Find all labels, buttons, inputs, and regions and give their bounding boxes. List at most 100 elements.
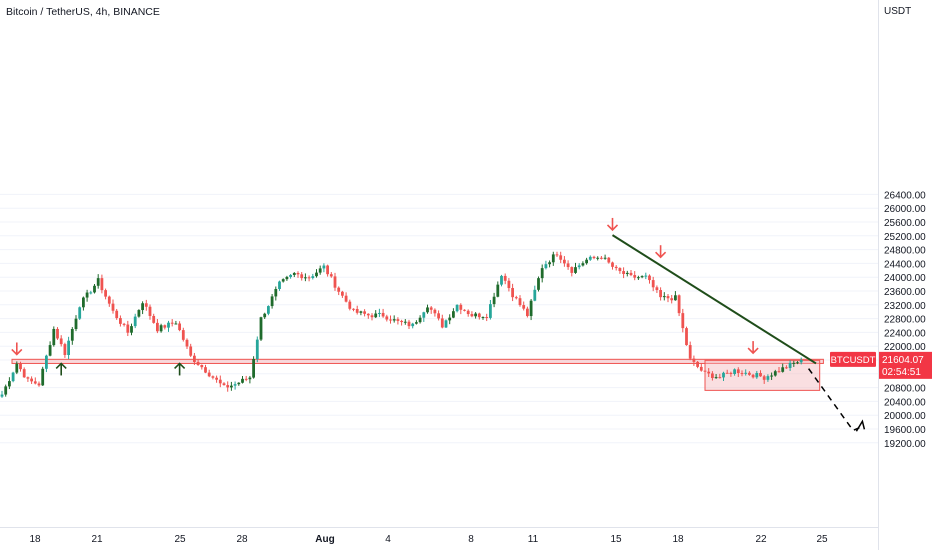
candle-body <box>755 372 759 378</box>
candle-body <box>692 358 696 362</box>
candle-body <box>104 290 107 297</box>
candle-body <box>444 320 448 328</box>
candle-body <box>307 277 311 279</box>
candle-body <box>622 271 625 274</box>
y-tick-label: 24000.00 <box>884 273 926 284</box>
candle-body <box>370 315 374 318</box>
candle-body <box>30 378 33 382</box>
candle-body <box>792 362 796 364</box>
candle-body <box>152 315 156 323</box>
candle-body <box>318 268 322 273</box>
candle-body <box>722 372 725 378</box>
candle-body <box>744 372 748 374</box>
candle-body <box>26 377 30 379</box>
candle-body <box>481 317 485 319</box>
candle-body <box>278 281 281 290</box>
candle-body <box>304 277 307 279</box>
candle-body <box>45 355 48 369</box>
candle-body <box>96 278 100 286</box>
candle-body <box>736 369 740 374</box>
candle-body <box>252 359 255 378</box>
candle-body <box>796 362 799 364</box>
candle-body <box>725 372 729 374</box>
candle-body <box>773 371 777 376</box>
candle-body <box>500 275 503 285</box>
candle-body <box>396 319 400 321</box>
candle-body <box>211 376 215 378</box>
candle-body <box>662 296 666 298</box>
candle-body <box>255 339 259 360</box>
candle-body <box>63 344 67 355</box>
candle-body <box>714 377 718 379</box>
candle-body <box>607 257 611 263</box>
candle-body <box>466 310 470 315</box>
down-arrow-marker-head <box>655 251 667 259</box>
y-tick-label: 20400.00 <box>884 397 926 408</box>
candle-body <box>577 265 581 268</box>
candle-body <box>374 313 378 318</box>
candle-body <box>100 278 104 291</box>
candle-body <box>385 316 389 320</box>
y-tick-label: 24800.00 <box>884 246 926 257</box>
candle-body <box>711 373 714 378</box>
candle-body <box>659 290 662 298</box>
chart-title: Bitcoin / TetherUS, 4h, BINANCE <box>6 6 160 18</box>
candle-body <box>15 363 19 373</box>
candle-body <box>392 319 396 321</box>
candle-body <box>559 255 563 260</box>
candle-body <box>19 363 22 370</box>
candle-body <box>496 284 500 297</box>
candle-body <box>263 313 267 318</box>
candle-body <box>674 295 677 301</box>
candle-body <box>611 262 614 267</box>
y-tick-label: 24400.00 <box>884 259 926 270</box>
candle-body <box>522 305 526 309</box>
candle-body <box>259 317 263 340</box>
candle-body <box>588 256 592 260</box>
candle-body <box>400 320 403 323</box>
candle-body <box>41 368 45 386</box>
candle-body <box>670 298 674 301</box>
time-axis-separator <box>0 527 878 528</box>
price-axis-separator <box>878 0 879 550</box>
candle-body <box>440 318 444 328</box>
x-tick-label: 18 <box>672 534 684 545</box>
candle-body <box>596 257 600 259</box>
candle-body <box>426 307 429 313</box>
down-arrow-marker-head <box>606 224 619 232</box>
candle-body <box>677 295 681 314</box>
candle-body <box>688 345 692 359</box>
candle-body <box>799 360 803 363</box>
y-tick-label: 25600.00 <box>884 218 926 229</box>
candle-body <box>167 322 170 328</box>
candle-body <box>130 326 133 333</box>
candle-body <box>759 372 762 377</box>
candle-body <box>296 272 300 275</box>
y-tick-label: 26400.00 <box>884 190 926 201</box>
price-label-box <box>879 351 932 379</box>
x-tick-label: 28 <box>236 534 248 545</box>
candle-body <box>648 275 651 281</box>
candle-body <box>137 310 141 317</box>
candle-body <box>204 367 207 373</box>
candle-body <box>285 276 289 280</box>
candle-body <box>144 303 148 307</box>
x-tick-label: 21 <box>91 534 103 545</box>
candle-body <box>770 375 773 377</box>
candle-body <box>703 370 707 372</box>
candle-body <box>115 310 119 319</box>
candle-body <box>740 373 744 375</box>
axis-layer: USDT 19200.00 19600.00 20000.00 20400.00 2080… <box>29 6 932 545</box>
y-tick-label: 19600.00 <box>884 425 926 436</box>
candle-body <box>37 383 41 386</box>
candle-body <box>207 372 211 377</box>
candle-body <box>600 257 603 259</box>
y-tick-label: 19200.00 <box>884 439 926 450</box>
candle-body <box>196 362 200 365</box>
x-tick-label: 15 <box>610 534 622 545</box>
y-tick-label: 23200.00 <box>884 301 926 312</box>
candle-body <box>181 330 185 340</box>
candle-body <box>548 262 551 265</box>
